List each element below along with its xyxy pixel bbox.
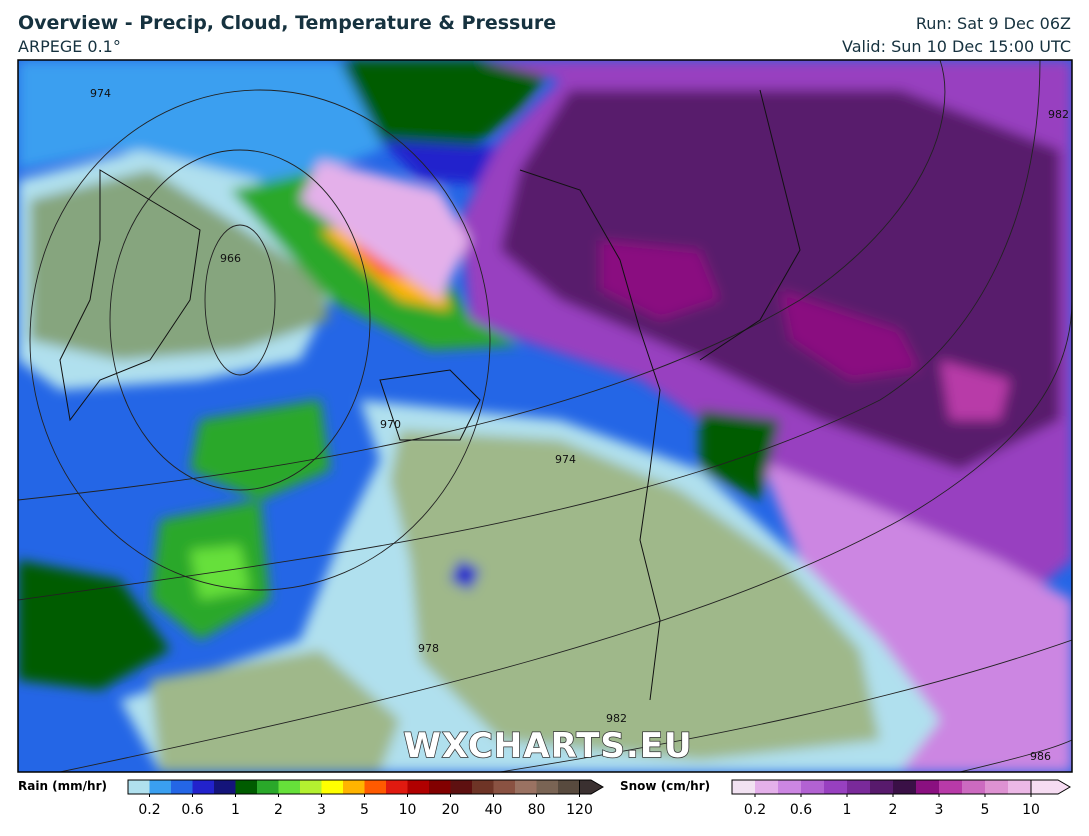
rain-color-step	[386, 780, 408, 794]
rain-color-step	[364, 780, 387, 794]
snow-color-step	[870, 780, 894, 794]
isobar-label: 966	[220, 252, 241, 265]
snow-color-step	[1008, 780, 1032, 794]
rain-color-step	[515, 780, 537, 794]
rain-tick-label: 40	[485, 802, 503, 818]
rain-color-step	[558, 780, 580, 794]
map-frame	[17, 59, 1073, 773]
snow-tick-label: 10	[1022, 802, 1040, 818]
snow-tick-label: 0.2	[744, 802, 766, 818]
rain-tick-label: 20	[442, 802, 460, 818]
rain-color-step	[321, 780, 344, 794]
rain-tick-label: 0.6	[181, 802, 203, 818]
rain-color-step	[214, 780, 236, 794]
isobars	[18, 60, 1072, 772]
snow-tick-label: 2	[889, 802, 898, 818]
rain-tick-label: 10	[399, 802, 417, 818]
coastlines	[59, 89, 801, 701]
precip-field: 974 966 970 974 978 982 982 986 WXCHARTS…	[18, 60, 1072, 772]
watermark: WXCHARTS.EU	[403, 726, 692, 766]
snow-color-step	[939, 780, 963, 794]
rain-tick-label: 5	[360, 802, 369, 818]
snow-color-step	[847, 780, 871, 794]
model: ARPEGE 0.1°	[18, 37, 121, 56]
rain-tick-label: 0.2	[138, 802, 160, 818]
rain-color-step	[278, 780, 301, 794]
snow-color-step	[778, 780, 802, 794]
snow-color-step	[916, 780, 940, 794]
rain-color-arrow	[579, 779, 604, 795]
rain-tick-label: 3	[317, 802, 326, 818]
valid-time: Valid: Sun 10 Dec 15:00 UTC	[842, 37, 1071, 56]
run-time: Run: Sat 9 Dec 06Z	[915, 14, 1071, 33]
rain-color-step	[429, 780, 451, 794]
snow-tick-label: 0.6	[790, 802, 812, 818]
snow-color-step	[893, 780, 917, 794]
isobar-label: 974	[90, 87, 111, 100]
rain-color-step	[450, 780, 473, 794]
snow-color-step	[824, 780, 848, 794]
snow-tick-label: 3	[935, 802, 944, 818]
rain-color-step	[493, 780, 516, 794]
rain-bar-frame	[127, 779, 580, 795]
isobar-label: 982	[606, 712, 627, 725]
snow-color-step	[985, 780, 1009, 794]
rain-color-step	[192, 780, 215, 794]
snow-legend-label: Snow (cm/hr)	[620, 779, 710, 793]
snow-tick-label: 5	[981, 802, 990, 818]
rain-color-step	[472, 780, 494, 794]
snow-color-step	[755, 780, 779, 794]
rain-tick-label: 120	[566, 802, 593, 818]
title: Overview - Precip, Cloud, Temperature & …	[18, 12, 557, 34]
isobar-label: 970	[380, 418, 401, 431]
rain-color-step	[171, 780, 193, 794]
rain-color-step	[128, 780, 150, 794]
snow-bar-frame	[731, 779, 1031, 795]
snow-tick-label: 1	[843, 802, 852, 818]
rain-tick-label: 1	[231, 802, 240, 818]
snow-color-step	[801, 780, 825, 794]
rain-legend-label: Rain (mm/hr)	[18, 779, 107, 793]
isobar-label: 986	[1030, 750, 1051, 763]
rain-color-step	[149, 780, 172, 794]
rain-color-step	[536, 780, 559, 794]
rain-color-step	[407, 780, 430, 794]
isobar-label: 978	[418, 642, 439, 655]
rain-color-step	[300, 780, 322, 794]
snow-color-step	[962, 780, 986, 794]
rain-color-step	[343, 780, 365, 794]
rain-tick-label: 80	[528, 802, 546, 818]
rain-color-step	[235, 780, 258, 794]
isobar-label: 982	[1048, 108, 1069, 121]
snow-color-step	[732, 780, 756, 794]
rain-tick-label: 2	[274, 802, 283, 818]
snow-color-arrow	[1030, 779, 1071, 795]
isobar-label: 974	[555, 453, 576, 466]
rain-color-step	[257, 780, 279, 794]
